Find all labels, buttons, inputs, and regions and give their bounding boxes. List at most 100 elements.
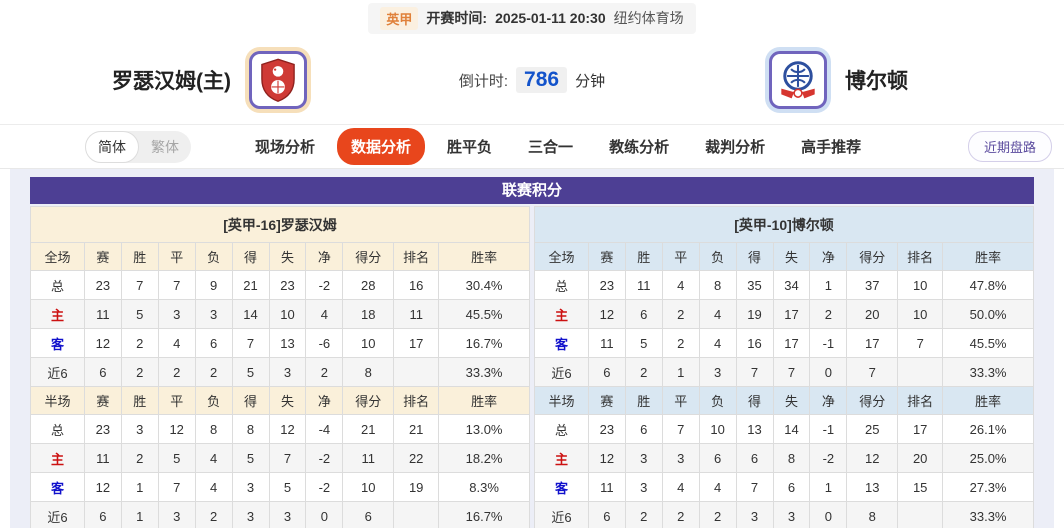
table-cell: 11 — [83, 299, 122, 329]
table-cell: 12 — [83, 472, 122, 502]
column-header: 得分 — [846, 386, 899, 415]
table-cell: 6 — [587, 357, 626, 387]
table-cell: -1 — [809, 414, 848, 444]
row-label: 近6 — [30, 501, 85, 528]
match-header: 罗瑟汉姆(主) 倒计时: 786 分钟 — [0, 36, 1064, 124]
table-row: 主 12 6 2 4 19 17 2 20 10 50.0% — [534, 299, 1034, 329]
lang-simplified-button[interactable]: 简体 — [85, 130, 139, 163]
tab-5[interactable]: 教练分析 — [609, 139, 670, 156]
table-cell: 3 — [661, 443, 700, 473]
table-cell: 2 — [809, 299, 848, 329]
column-header: 胜率 — [942, 386, 1034, 415]
table-cell: 3 — [157, 501, 196, 528]
table-cell: 11 — [393, 299, 440, 329]
table-cell: 50.0% — [942, 299, 1034, 329]
table-cell: 6 — [624, 299, 663, 329]
table-cell: 17 — [772, 299, 811, 329]
column-header: 平 — [661, 386, 700, 415]
recent-odds-button[interactable]: 近期盘路 — [967, 131, 1052, 162]
table-cell: 2 — [305, 357, 344, 387]
tab-1[interactable]: 现场分析 — [255, 139, 316, 156]
tab-3[interactable]: 胜平负 — [447, 139, 493, 156]
column-header: 胜 — [120, 242, 159, 271]
table-cell: 8 — [846, 501, 899, 528]
table-cell: 4 — [157, 328, 196, 358]
table-cell: 23 — [587, 270, 626, 300]
row-label: 主 — [534, 443, 589, 473]
table-row: 近6 6 2 1 3 7 7 0 7 33.3% — [534, 357, 1034, 387]
table-cell: 3 — [157, 299, 196, 329]
table-cell: 3 — [268, 501, 307, 528]
table-cell: 6 — [83, 501, 122, 528]
column-header: 胜率 — [942, 242, 1034, 271]
table-row: 近6 6 2 2 2 5 3 2 8 33.3% — [30, 357, 530, 387]
table-cell: 4 — [698, 299, 737, 329]
table-cell: 4 — [661, 472, 700, 502]
table-cell: 17 — [393, 328, 440, 358]
row-label: 总 — [30, 270, 85, 300]
table-row: 半场赛胜平负得失净得分 排名 胜率 — [534, 386, 1034, 415]
table-cell: 10 — [342, 328, 395, 358]
table-cell: 23 — [83, 414, 122, 444]
lang-traditional-button[interactable]: 繁体 — [151, 138, 179, 155]
table-cell: 5 — [231, 357, 270, 387]
tab-7[interactable]: 高手推荐 — [801, 139, 862, 156]
table-cell: 2 — [157, 357, 196, 387]
column-header: 赛 — [587, 386, 626, 415]
column-header: 排名 — [393, 242, 440, 271]
column-header: 负 — [194, 242, 233, 271]
column-header: 胜 — [120, 386, 159, 415]
table-cell: 2 — [194, 357, 233, 387]
table-cell: 7 — [661, 414, 700, 444]
home-team-name: 罗瑟汉姆(主) — [112, 70, 231, 93]
table-row: 全场赛胜平负得失净得分 排名 胜率 — [534, 242, 1034, 271]
table-cell: 2 — [661, 299, 700, 329]
row-label: 总 — [30, 414, 85, 444]
row-label: 客 — [534, 328, 589, 358]
table-cell: 8 — [194, 414, 233, 444]
table-cell: 3 — [231, 501, 270, 528]
table-cell: 3 — [120, 414, 159, 444]
row-label: 客 — [30, 472, 85, 502]
home-team-logo — [245, 47, 311, 113]
table-cell: 20 — [846, 299, 899, 329]
column-header: 赛 — [83, 386, 122, 415]
table-row: 全场赛胜平负得失净得分 排名 胜率 — [30, 242, 530, 271]
column-header: 得分 — [846, 242, 899, 271]
table-cell: 4 — [661, 270, 700, 300]
tab-2[interactable]: 数据分析 — [337, 128, 426, 165]
table-cell: 4 — [698, 472, 737, 502]
row-label: 近6 — [534, 357, 589, 387]
table-row: 总 23 7 7 9 21 23 -2 28 16 30.4% — [30, 270, 530, 300]
table-row: 客 12 1 7 4 3 5 -2 10 19 8.3% — [30, 472, 530, 502]
table-cell: 14 — [772, 414, 811, 444]
table-cell: 16 — [393, 270, 440, 300]
row-label: 近6 — [534, 501, 589, 528]
table-cell: 7 — [268, 443, 307, 473]
table-cell: 25 — [846, 414, 899, 444]
table-cell: 7 — [735, 357, 774, 387]
table-cell: 2 — [120, 357, 159, 387]
tab-6[interactable]: 裁判分析 — [705, 139, 766, 156]
league-points-tables: [英甲-16]罗瑟汉姆 全场赛胜平负得失净得分 排名 胜率总 23 7 7 9 21 23 -2 28… — [30, 206, 1034, 528]
table-cell: 27.3% — [942, 472, 1034, 502]
table-row: 客 11 3 4 4 7 6 1 13 15 27.3% — [534, 472, 1034, 502]
table-cell: 13 — [268, 328, 307, 358]
table-cell: 2 — [661, 501, 700, 528]
table-cell — [393, 501, 440, 528]
table-cell: 35 — [735, 270, 774, 300]
table-cell: 2 — [120, 443, 159, 473]
row-label: 总 — [534, 414, 589, 444]
table-cell: 3 — [772, 501, 811, 528]
column-header: 赛 — [587, 242, 626, 271]
table-cell: 4 — [194, 443, 233, 473]
table-cell: 11 — [83, 443, 122, 473]
tab-4[interactable]: 三合一 — [528, 139, 574, 156]
table-cell: 3 — [231, 472, 270, 502]
table-cell: 4 — [698, 328, 737, 358]
table-cell: 13.0% — [438, 414, 530, 444]
table-cell: 14 — [231, 299, 270, 329]
table-cell: -2 — [305, 443, 344, 473]
table-cell: 5 — [268, 472, 307, 502]
table-cell: 13 — [735, 414, 774, 444]
